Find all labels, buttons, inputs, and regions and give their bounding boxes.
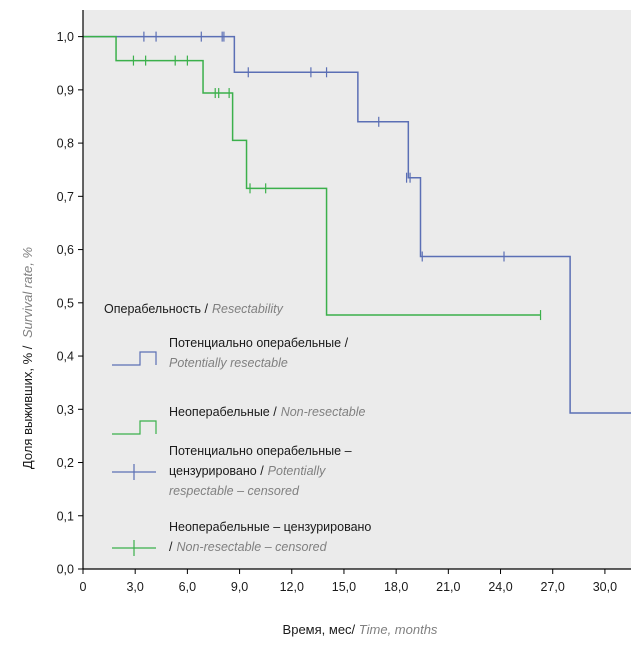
x-axis-ticks: 0 3,0 6,0 9,0 12,0 15,0 18,0 21,0 24,0 27,0 30,0 xyxy=(80,569,617,594)
legend-text-ru: Неоперабельные – цензурировано xyxy=(169,520,371,534)
legend-item-2: Неоперабельные / Non-resectable xyxy=(112,405,366,435)
y-axis-ticks: 0,0 0,1 0,2 0,3 0,4 0,5 0,6 0,7 0,8 0,9 1,0 xyxy=(57,30,83,577)
x-tick-label: 27,0 xyxy=(541,580,565,594)
y-tick-label: 0,5 xyxy=(57,296,74,310)
legend-item-1: Потенциально операбельные / Potentially r… xyxy=(112,336,349,370)
legend-item-text: Потенциально операбельные – цензурировано… xyxy=(169,444,352,498)
legend-title: Операбельность / Resectability xyxy=(104,302,284,316)
y-axis-title-ru: Доля выживших, % / xyxy=(20,345,35,469)
legend-step-swatch xyxy=(112,351,157,366)
y-tick-label: 0,1 xyxy=(57,509,74,523)
y-axis-title-en: Survival rate, % xyxy=(20,247,35,338)
legend-item-text: Неоперабельные – цензурировано / Non-resec… xyxy=(169,520,371,554)
x-axis-title: Время, мес/ Time, months xyxy=(283,622,438,637)
x-axis-title-ru: Время, мес/ xyxy=(283,622,356,637)
legend-title-ru: Операбельность / xyxy=(104,302,209,316)
x-tick-label: 15,0 xyxy=(332,580,356,594)
legend-step-swatch xyxy=(112,420,157,435)
x-axis-title-en: Time, months xyxy=(359,622,438,637)
y-tick-label: 0,2 xyxy=(57,456,74,470)
legend: Операбельность / Resectability Потенциальн… xyxy=(104,302,371,556)
legend-text-ru: Потенциально операбельные – xyxy=(169,444,352,458)
legend-text-en: Non-resectable – censored xyxy=(176,540,327,554)
x-tick-label: 30,0 xyxy=(593,580,617,594)
x-tick-label: 6,0 xyxy=(179,580,196,594)
x-tick-label: 12,0 xyxy=(280,580,304,594)
y-tick-label: 0,3 xyxy=(57,403,74,417)
y-tick-label: 0,8 xyxy=(57,137,74,151)
legend-text-en: Potentially xyxy=(268,464,326,478)
x-tick-label: 18,0 xyxy=(384,580,408,594)
x-tick-label: 3,0 xyxy=(126,580,143,594)
y-tick-label: 0,4 xyxy=(57,350,74,364)
y-tick-label: 0,6 xyxy=(57,243,74,257)
y-tick-label: 0,7 xyxy=(57,190,74,204)
legend-text-ru: / xyxy=(169,540,173,554)
legend-text-en: Non-resectable xyxy=(281,405,366,419)
legend-item-text: Неоперабельные / Non-resectable xyxy=(169,405,366,419)
plot-area xyxy=(83,10,631,569)
x-tick-label: 9,0 xyxy=(231,580,248,594)
legend-item-3: Потенциально операбельные – цензурировано… xyxy=(112,444,352,498)
survival-curve-2 xyxy=(83,35,541,316)
legend-text-ru: Потенциально операбельные / xyxy=(169,336,349,350)
legend-text-ru: цензурировано / xyxy=(169,464,264,478)
x-tick-label: 21,0 xyxy=(436,580,460,594)
legend-title-en: Resectability xyxy=(212,302,284,316)
y-axis-title: Доля выживших, % / Survival rate, % xyxy=(20,247,35,469)
survival-curve-1 xyxy=(83,35,631,414)
y-tick-label: 1,0 xyxy=(57,30,74,44)
x-tick-label: 0 xyxy=(80,580,87,594)
y-tick-label: 0,9 xyxy=(57,83,74,97)
legend-item-4: Неоперабельные – цензурировано / Non-resec… xyxy=(112,520,371,556)
x-tick-label: 24,0 xyxy=(488,580,512,594)
survival-curves xyxy=(83,31,631,414)
legend-text-ru: Неоперабельные / xyxy=(169,405,277,419)
legend-text-en: respectable – censored xyxy=(169,484,300,498)
legend-item-text: Потенциально операбельные / Potentially r… xyxy=(169,336,349,370)
y-tick-label: 0,0 xyxy=(57,563,74,577)
legend-text-en: Potentially resectable xyxy=(169,356,288,370)
